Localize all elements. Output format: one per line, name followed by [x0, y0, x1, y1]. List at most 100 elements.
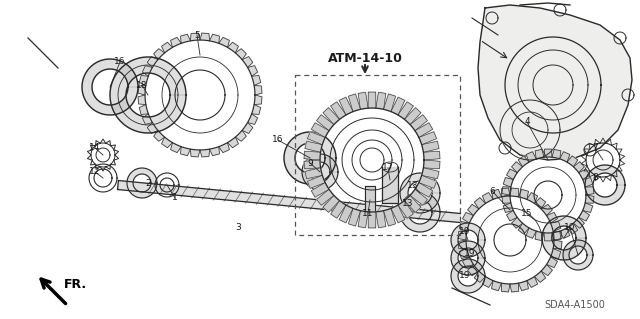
- Polygon shape: [463, 257, 474, 268]
- Polygon shape: [227, 42, 239, 53]
- Polygon shape: [138, 85, 146, 95]
- Polygon shape: [585, 187, 594, 195]
- Polygon shape: [118, 181, 460, 222]
- Polygon shape: [307, 175, 325, 188]
- Polygon shape: [501, 188, 510, 197]
- Polygon shape: [560, 228, 570, 238]
- Polygon shape: [180, 147, 191, 156]
- Polygon shape: [331, 201, 346, 218]
- Text: 6: 6: [489, 187, 495, 196]
- Polygon shape: [542, 216, 586, 260]
- Polygon shape: [585, 165, 625, 205]
- Polygon shape: [339, 205, 353, 223]
- Polygon shape: [323, 108, 340, 125]
- Polygon shape: [140, 76, 148, 85]
- Polygon shape: [506, 169, 517, 180]
- Polygon shape: [110, 57, 186, 133]
- Polygon shape: [573, 217, 584, 228]
- Polygon shape: [506, 211, 517, 221]
- Polygon shape: [140, 105, 148, 115]
- Text: 18: 18: [136, 80, 148, 90]
- Polygon shape: [242, 56, 253, 68]
- Text: 16: 16: [272, 136, 284, 145]
- Polygon shape: [526, 152, 536, 162]
- Polygon shape: [510, 283, 518, 292]
- Polygon shape: [422, 141, 439, 152]
- Polygon shape: [585, 195, 594, 203]
- Polygon shape: [463, 212, 474, 223]
- Polygon shape: [579, 169, 589, 180]
- Text: 19: 19: [460, 227, 471, 236]
- Polygon shape: [209, 34, 220, 43]
- Polygon shape: [415, 182, 433, 197]
- Polygon shape: [474, 271, 486, 282]
- Text: 19: 19: [464, 249, 476, 258]
- Polygon shape: [383, 94, 396, 112]
- Polygon shape: [502, 187, 511, 195]
- Polygon shape: [501, 283, 510, 292]
- Polygon shape: [219, 37, 229, 47]
- Polygon shape: [518, 189, 529, 199]
- Polygon shape: [553, 240, 562, 249]
- Polygon shape: [492, 189, 501, 199]
- Polygon shape: [82, 59, 138, 115]
- Polygon shape: [535, 231, 544, 241]
- Polygon shape: [573, 162, 584, 173]
- Polygon shape: [317, 115, 334, 131]
- Text: 9: 9: [307, 159, 313, 167]
- Polygon shape: [161, 137, 173, 148]
- Text: 5: 5: [194, 31, 200, 40]
- Polygon shape: [191, 33, 200, 41]
- Polygon shape: [365, 186, 375, 214]
- Polygon shape: [200, 149, 209, 157]
- Polygon shape: [518, 223, 529, 234]
- Polygon shape: [236, 49, 246, 60]
- Polygon shape: [376, 92, 386, 109]
- Polygon shape: [348, 94, 360, 112]
- Polygon shape: [147, 122, 158, 133]
- Text: FR.: FR.: [64, 278, 87, 292]
- Polygon shape: [284, 132, 336, 184]
- Polygon shape: [248, 66, 257, 76]
- Polygon shape: [252, 105, 260, 115]
- Polygon shape: [368, 212, 376, 228]
- Polygon shape: [460, 249, 469, 258]
- Polygon shape: [582, 203, 593, 212]
- Polygon shape: [147, 56, 158, 68]
- Polygon shape: [541, 204, 552, 216]
- Text: 15: 15: [521, 209, 532, 218]
- Polygon shape: [468, 204, 479, 216]
- Polygon shape: [138, 95, 146, 105]
- Text: 19: 19: [460, 271, 471, 280]
- Polygon shape: [180, 34, 191, 43]
- Polygon shape: [544, 233, 552, 241]
- Polygon shape: [254, 85, 262, 95]
- Text: 12: 12: [90, 167, 100, 176]
- Polygon shape: [311, 182, 329, 197]
- Polygon shape: [547, 257, 557, 268]
- Polygon shape: [550, 222, 561, 231]
- Polygon shape: [410, 115, 428, 131]
- Text: ATM-14-10: ATM-14-10: [328, 51, 403, 64]
- Polygon shape: [535, 149, 544, 159]
- Polygon shape: [460, 222, 469, 231]
- Polygon shape: [191, 149, 200, 157]
- Polygon shape: [382, 167, 398, 203]
- Polygon shape: [219, 143, 229, 152]
- Polygon shape: [424, 151, 440, 160]
- Polygon shape: [254, 95, 262, 105]
- Polygon shape: [534, 198, 546, 209]
- Polygon shape: [468, 264, 479, 276]
- Polygon shape: [391, 205, 405, 223]
- Polygon shape: [511, 217, 523, 228]
- Polygon shape: [458, 240, 467, 249]
- Polygon shape: [579, 211, 589, 221]
- Polygon shape: [550, 249, 561, 258]
- Polygon shape: [553, 231, 562, 240]
- Text: 10: 10: [564, 224, 576, 233]
- Polygon shape: [404, 108, 421, 125]
- Polygon shape: [376, 211, 386, 228]
- Polygon shape: [404, 195, 421, 212]
- Polygon shape: [171, 143, 181, 152]
- Polygon shape: [483, 193, 493, 204]
